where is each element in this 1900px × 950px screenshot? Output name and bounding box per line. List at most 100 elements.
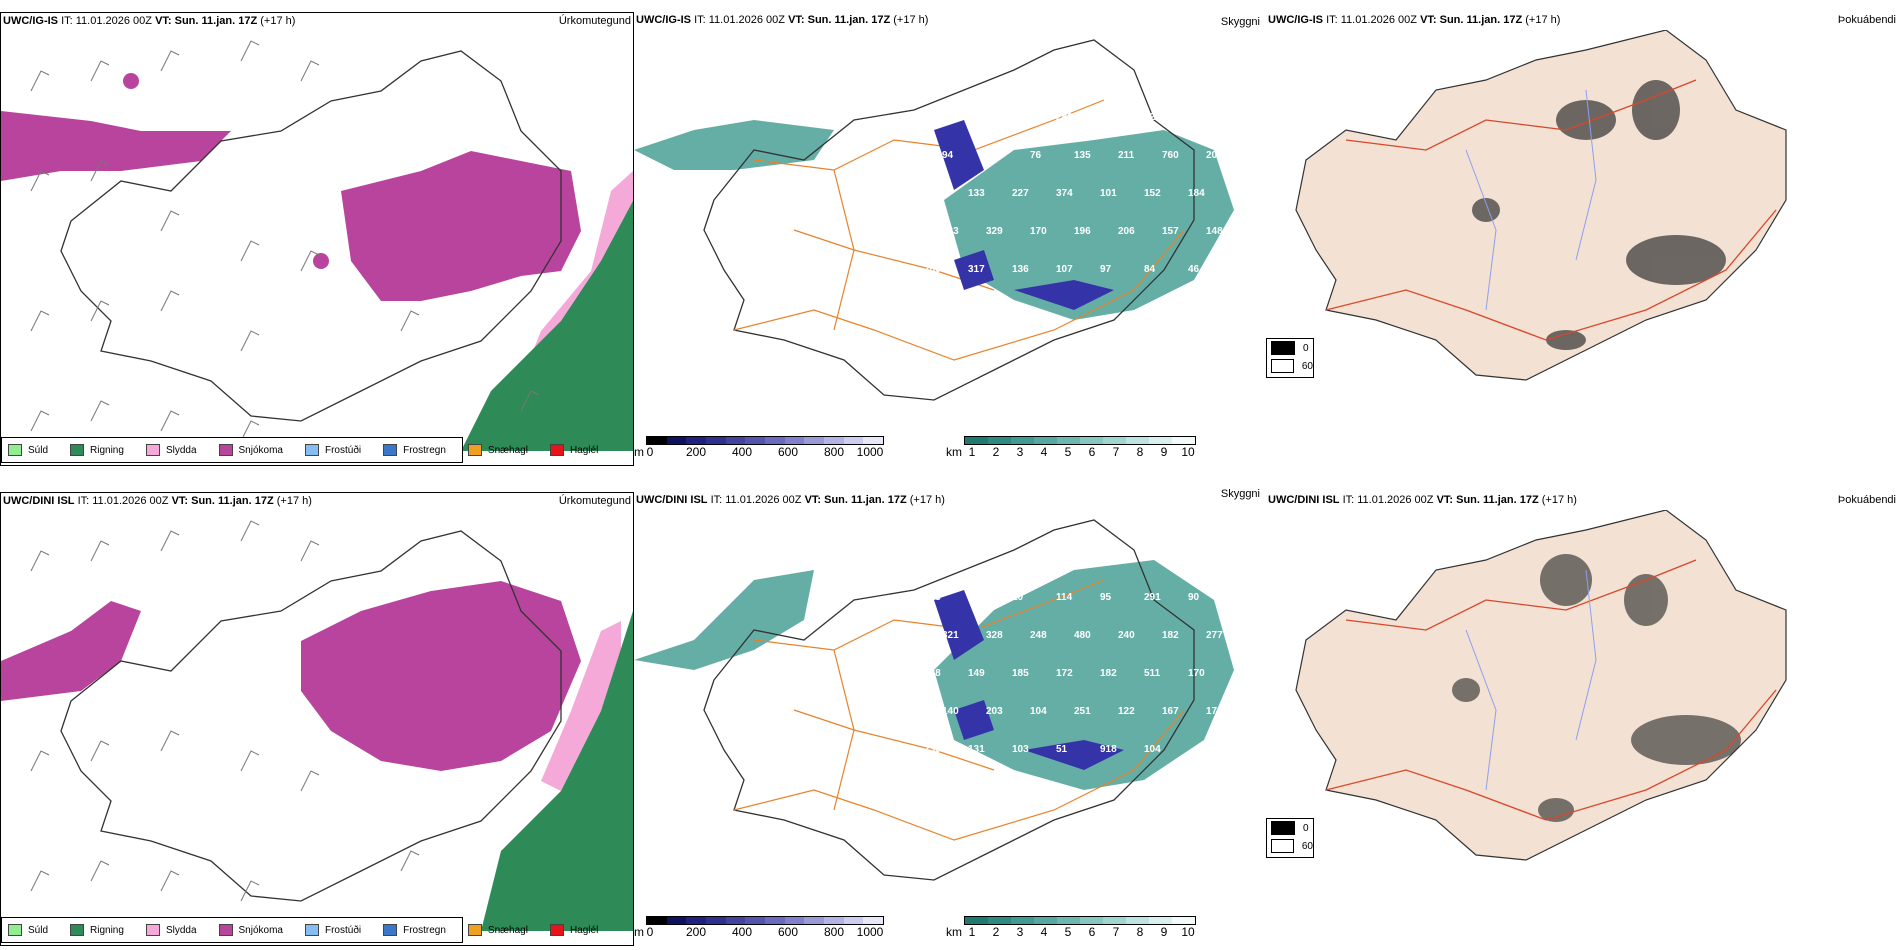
legend-swatch: [218, 924, 233, 936]
ceiling-tick: 600: [777, 445, 799, 459]
row1: UWC/IG-IS IT: 11.01.2026 00Z VT: Sun. 11…: [0, 0, 1900, 470]
legend-swatch: [304, 444, 319, 456]
ceiling-label: 277: [1206, 630, 1223, 641]
ceiling-label: 380: [968, 112, 985, 123]
legend-swatch: [383, 444, 398, 456]
roads-fog: [1325, 559, 1777, 821]
fog-var-1: Þokuábendi: [1837, 14, 1896, 26]
visibility-colorbar-1: km 1 2 3 4 5 6 7 8 9 10: [946, 436, 1196, 460]
roads-fog: [1325, 79, 1777, 341]
ceiling-label: 286: [924, 264, 941, 275]
legend-swatch: [1271, 821, 1295, 835]
legend-swatch: [70, 444, 85, 456]
ceiling-label: 227: [1012, 188, 1029, 199]
ceiling-label: 251: [1074, 706, 1091, 717]
visibility-tick: 8: [1136, 925, 1144, 939]
low-ceiling-areas: [934, 120, 1114, 310]
ceiling-label: 97: [1100, 264, 1112, 275]
visibility-tick: 1: [968, 925, 976, 939]
visibility-tick: 8: [1136, 445, 1144, 459]
ceiling-tick: 200: [685, 445, 707, 459]
legend-swatch: [145, 444, 160, 456]
ceiling-label: 182: [1100, 668, 1117, 679]
ceiling-label: 328: [986, 630, 1003, 641]
legend-item: Rigning: [64, 444, 124, 456]
ceiling-colorbar-1: m 0 200 400 600 800 1000: [634, 436, 884, 460]
ceiling-label: 240: [1118, 630, 1135, 641]
wind-barbs: [30, 40, 540, 442]
vis-var-1: Skyggni: [1220, 16, 1260, 28]
rivers: [1465, 569, 1597, 791]
ceiling-label: 10: [1012, 592, 1024, 603]
vis-var-2: Skyggni: [1220, 488, 1260, 500]
ceiling-label: 148: [1206, 226, 1223, 237]
precip-legend-1: Súld Rigning Slydda Snjókoma Frostúði Fr…: [1, 437, 598, 463]
visibility-tick: 2: [992, 445, 1000, 459]
ceiling-bar: [646, 916, 884, 925]
ceiling-label: 189: [924, 188, 941, 199]
ceiling-label: 170: [1030, 226, 1047, 237]
ceiling-label: 248: [1030, 630, 1047, 641]
visibility-tick: 9: [1160, 925, 1168, 939]
ceiling-label: 95: [1100, 592, 1112, 603]
ceiling-label: 235: [924, 744, 941, 755]
ceiling-label: 480: [1074, 630, 1091, 641]
ceiling-label: 133: [968, 188, 985, 199]
ceiling-label: 317: [968, 264, 985, 275]
ceiling-label: 206: [1118, 226, 1135, 237]
ceiling-tick: 400: [731, 445, 753, 459]
precip-var-2: Úrkomutegund: [558, 495, 631, 507]
ceiling-label: 107: [1056, 264, 1073, 275]
legend-item: Frostúði: [299, 444, 361, 456]
legend-item: Súld: [2, 444, 48, 456]
visibility-tick: 4: [1040, 925, 1048, 939]
fog-var-2: Þokuábendi: [1837, 494, 1896, 506]
rivers: [1465, 89, 1597, 311]
legend-item: Frostregn: [377, 924, 446, 936]
ceiling-tick: 200: [685, 925, 707, 939]
fog-index-shading: [1472, 80, 1726, 350]
fog-areas: [634, 560, 1234, 790]
precip-map-1: [1, 40, 633, 451]
ceiling-unit: m: [634, 925, 644, 939]
fog-title-2: UWC/DINI ISL IT: 11.01.2026 00Z VT: Sun.…: [1268, 494, 1577, 506]
legend-item: Snjókoma: [213, 924, 283, 936]
sleet-band: [521, 171, 633, 381]
ceiling-label: 294: [924, 112, 941, 123]
ceiling-label: 12: [968, 592, 980, 603]
ceiling-label: 101: [1100, 188, 1117, 199]
ceiling-label: 280: [1056, 112, 1073, 123]
ceiling-tick: 0: [646, 445, 654, 459]
vis-title-1: UWC/IG-IS IT: 11.01.2026 00Z VT: Sun. 11…: [636, 14, 929, 26]
snow-areas: [1, 581, 581, 771]
ceiling-bar: [646, 436, 884, 445]
ceiling-label: 104: [1030, 706, 1047, 717]
legend-swatch: [8, 444, 22, 456]
legend-swatch: [467, 924, 482, 936]
visibility-tick: 5: [1064, 445, 1072, 459]
iceland-outline: [60, 50, 562, 422]
ceiling-label: 157: [1162, 226, 1179, 237]
fog-legend-dark: 0: [1267, 819, 1313, 837]
ceiling-label: 863: [942, 226, 959, 237]
ceiling-label: 321: [942, 630, 959, 641]
legend-swatch: [8, 924, 22, 936]
precip-var-1: Úrkomutegund: [558, 15, 631, 27]
legend-swatch: [304, 924, 319, 936]
snow-areas: [1, 73, 581, 301]
ceiling-label: 104: [1144, 744, 1161, 755]
legend-item: Haglél: [544, 444, 598, 456]
legend-item: Snæhagl: [462, 444, 528, 456]
low-ceiling-areas: [934, 590, 1124, 770]
legend-swatch: [145, 924, 160, 936]
wind-barbs: [30, 520, 420, 902]
visibility-bar: [964, 916, 1196, 925]
ceiling-label: 114: [1056, 592, 1073, 603]
visibility-tick: 1: [968, 445, 976, 459]
ceiling-label: 329: [986, 226, 1003, 237]
legend-item: Rigning: [64, 924, 124, 936]
ceiling-label: 85: [986, 150, 998, 161]
fog-index-shading: [1452, 554, 1741, 822]
visibility-tick: 5: [1064, 925, 1072, 939]
ceiling-label: 185: [1012, 668, 1029, 679]
